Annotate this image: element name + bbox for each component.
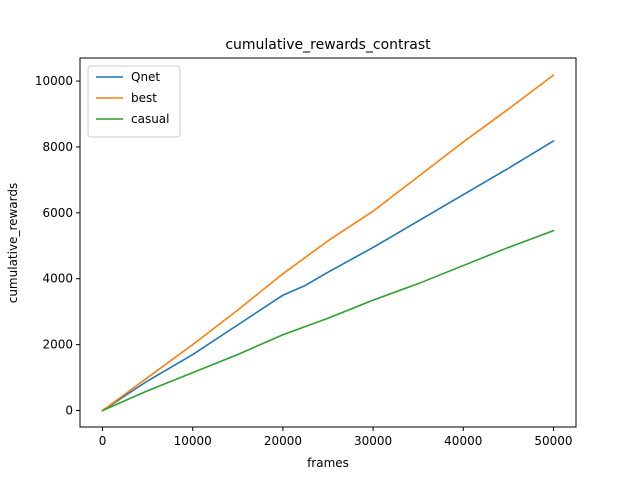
x-tick-label: 40000 — [444, 434, 482, 448]
y-tick-label: 4000 — [42, 272, 73, 286]
x-tick-label: 50000 — [534, 434, 572, 448]
y-axis-label: cumulative_rewards — [6, 183, 20, 304]
series-line-best — [101, 74, 555, 412]
y-tick-label: 2000 — [42, 338, 73, 352]
legend-label-casual: casual — [131, 112, 170, 126]
series-line-qnet — [101, 139, 555, 412]
series-layer — [101, 74, 555, 412]
x-tick-label: 10000 — [174, 434, 212, 448]
legend-label-best: best — [131, 91, 157, 105]
x-tick-label: 0 — [99, 434, 107, 448]
x-tick-label: 20000 — [264, 434, 302, 448]
legend-label-qnet: Qnet — [131, 70, 160, 84]
x-axis-label: frames — [307, 456, 349, 470]
series-line-casual — [101, 229, 555, 412]
plot-frame — [79, 57, 577, 428]
chart-title: cumulative_rewards_contrast — [225, 37, 431, 53]
y-tick-label: 6000 — [42, 206, 73, 220]
y-tick-label: 0 — [65, 404, 73, 418]
y-tick-label: 8000 — [42, 140, 73, 154]
legend: Qnet best casual — [87, 65, 181, 138]
y-tick-label: 10000 — [35, 74, 73, 88]
x-tick-label: 30000 — [354, 434, 392, 448]
axes-layer: 0 10000 20000 30000 40000 50000 0 2000 4000 6000 8… — [35, 74, 573, 448]
